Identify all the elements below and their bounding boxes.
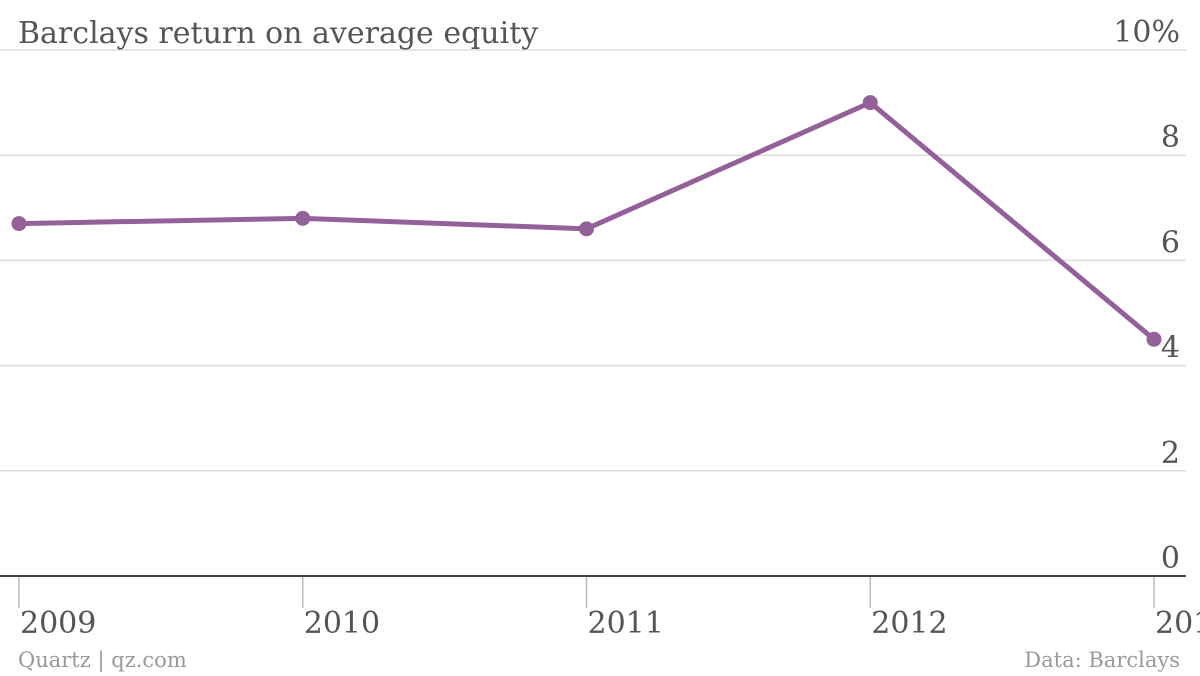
y-tick-label: 10%: [1113, 15, 1180, 50]
y-tick-label: 8: [1161, 120, 1180, 155]
x-axis-ticks: [18, 576, 1155, 608]
series: [11, 95, 1162, 347]
gridlines: [0, 49, 1186, 472]
y-axis-labels: 0 2 4 6 8 10%: [1113, 15, 1180, 576]
footer-source: Data: Barclays: [1024, 648, 1180, 672]
y-tick-label: 6: [1161, 225, 1180, 260]
data-point-2012: [862, 95, 878, 111]
data-point-2009: [11, 216, 27, 232]
data-point-2010: [295, 210, 311, 226]
y-tick-label: 2: [1161, 436, 1180, 471]
x-tick-label: 2012: [871, 606, 947, 641]
y-tick-label: 0: [1161, 541, 1180, 576]
x-tick-label: 2010: [304, 606, 380, 641]
data-point-2011: [579, 221, 594, 237]
footer-credit: Quartz | qz.com: [18, 648, 187, 673]
x-axis-labels: 2009 2010 2011 2012 201: [20, 606, 1200, 641]
x-tick-label: 201: [1155, 606, 1200, 641]
x-tick-label: 2011: [588, 606, 664, 641]
chart-title: Barclays return on average equity: [18, 16, 538, 51]
x-tick-label: 2009: [20, 606, 96, 641]
y-tick-label: 4: [1161, 331, 1180, 366]
data-point-2013: [1146, 331, 1162, 347]
series-line: [16, 100, 1157, 342]
